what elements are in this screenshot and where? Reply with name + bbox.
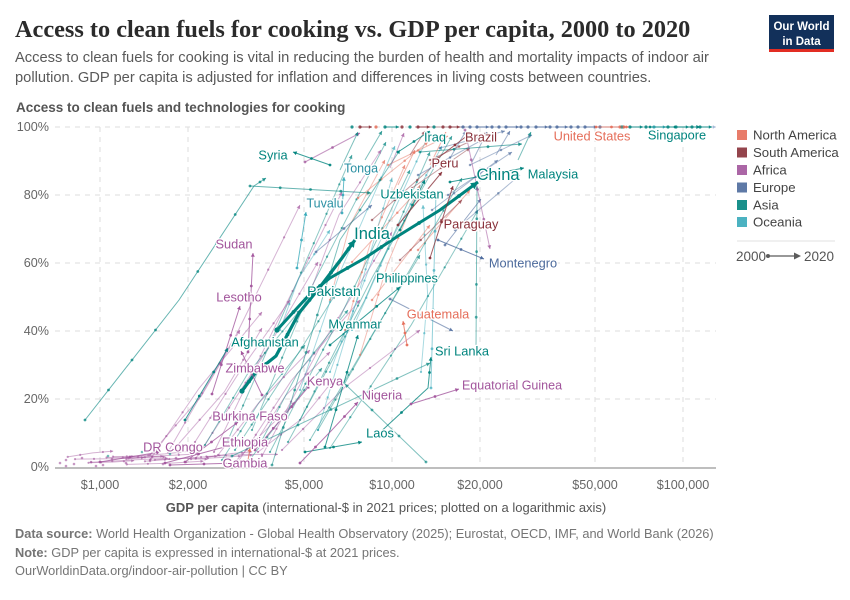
svg-text:Brazil: Brazil bbox=[465, 130, 497, 145]
svg-text:Sudan: Sudan bbox=[215, 237, 252, 252]
svg-text:Tuvalu: Tuvalu bbox=[306, 196, 343, 210]
svg-text:Kenya: Kenya bbox=[307, 374, 344, 389]
svg-text:Laos: Laos bbox=[366, 426, 394, 441]
svg-text:$1,000: $1,000 bbox=[81, 478, 120, 492]
svg-text:Paraguay: Paraguay bbox=[444, 217, 499, 232]
svg-text:Asia: Asia bbox=[753, 198, 779, 213]
svg-text:$5,000: $5,000 bbox=[285, 478, 324, 492]
svg-text:Iraq: Iraq bbox=[424, 130, 446, 145]
svg-text:$20,000: $20,000 bbox=[457, 478, 503, 492]
svg-text:Zimbabwe: Zimbabwe bbox=[225, 361, 284, 376]
svg-text:China: China bbox=[476, 166, 520, 184]
svg-text:$2,000: $2,000 bbox=[169, 478, 208, 492]
svg-text:$50,000: $50,000 bbox=[572, 478, 618, 492]
svg-text:60%: 60% bbox=[24, 256, 49, 270]
svg-text:100%: 100% bbox=[17, 120, 49, 134]
svg-text:Tonga: Tonga bbox=[344, 161, 378, 175]
svg-text:United States: United States bbox=[554, 129, 631, 144]
svg-text:Equatorial Guinea: Equatorial Guinea bbox=[462, 378, 562, 392]
svg-text:Uzbekistan: Uzbekistan bbox=[380, 187, 443, 202]
svg-text:Guatemala: Guatemala bbox=[407, 307, 470, 322]
svg-text:20%: 20% bbox=[24, 392, 49, 406]
svg-text:Singapore: Singapore bbox=[648, 128, 706, 143]
svg-text:DR Congo: DR Congo bbox=[143, 440, 203, 455]
svg-text:North America: North America bbox=[753, 128, 837, 143]
svg-text:80%: 80% bbox=[24, 188, 49, 202]
svg-text:2020: 2020 bbox=[804, 249, 834, 264]
svg-text:$10,000: $10,000 bbox=[369, 478, 415, 492]
svg-text:India: India bbox=[354, 225, 391, 243]
svg-text:Malaysia: Malaysia bbox=[528, 167, 579, 182]
svg-text:Afghanistan: Afghanistan bbox=[231, 335, 299, 350]
svg-text:Pakistan: Pakistan bbox=[307, 283, 361, 299]
svg-text:2000: 2000 bbox=[736, 249, 766, 264]
svg-text:40%: 40% bbox=[24, 324, 49, 338]
svg-text:0%: 0% bbox=[31, 460, 49, 474]
svg-text:Peru: Peru bbox=[431, 156, 458, 171]
svg-text:Syria: Syria bbox=[258, 148, 288, 163]
svg-text:Myanmar: Myanmar bbox=[328, 317, 382, 332]
svg-text:Philippines: Philippines bbox=[376, 271, 438, 286]
svg-text:$100,000: $100,000 bbox=[657, 478, 710, 492]
svg-text:Ethiopia: Ethiopia bbox=[222, 435, 269, 450]
svg-text:Nigeria: Nigeria bbox=[362, 388, 403, 403]
svg-text:Oceania: Oceania bbox=[753, 215, 803, 230]
svg-text:Gambia: Gambia bbox=[223, 456, 269, 471]
svg-text:Africa: Africa bbox=[753, 163, 787, 178]
svg-text:Burkina Faso: Burkina Faso bbox=[212, 409, 287, 424]
svg-text:Europe: Europe bbox=[753, 180, 796, 195]
svg-text:Montenegro: Montenegro bbox=[489, 256, 557, 271]
svg-text:Lesotho: Lesotho bbox=[216, 290, 262, 305]
svg-text:Sri Lanka: Sri Lanka bbox=[435, 344, 490, 359]
svg-text:South America: South America bbox=[753, 145, 839, 160]
